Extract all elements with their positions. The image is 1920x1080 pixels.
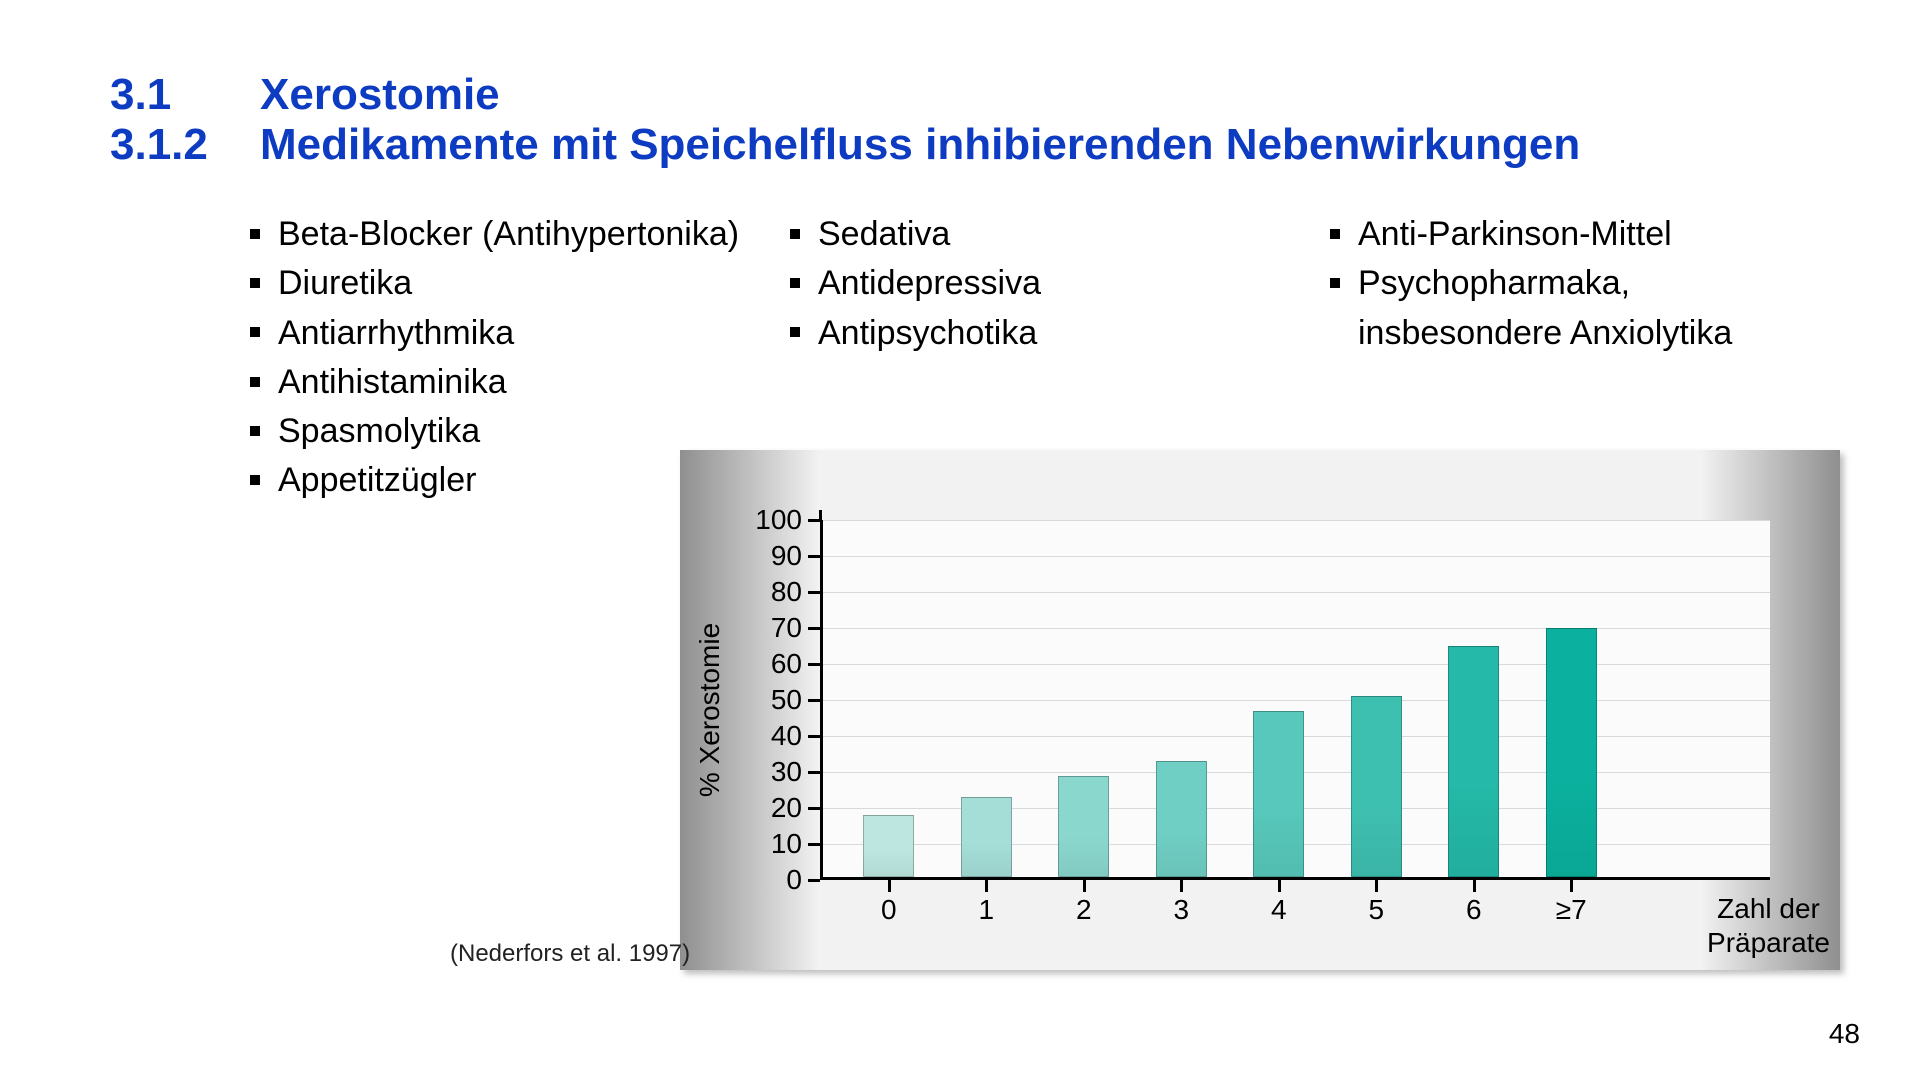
list-item: Antiarrhythmika: [250, 309, 750, 358]
chart-y-tick-label: 0: [786, 864, 802, 896]
chart-y-tick: [808, 555, 820, 558]
chart-y-tick: [808, 879, 820, 882]
list-item: Psychopharmaka, insbesondere Anxiolytika: [1330, 259, 1830, 358]
chart-x-tick-label: 1: [978, 894, 994, 926]
chart-gridline: [820, 700, 1770, 701]
heading-1-number: 3.1: [110, 70, 260, 120]
list-item: Appetitzügler: [250, 456, 750, 505]
chart-y-tick-label: 100: [755, 504, 802, 536]
chart-y-tick: [808, 843, 820, 846]
chart-gridline: [820, 556, 1770, 557]
chart-gridline: [820, 592, 1770, 593]
chart-y-tick: [808, 663, 820, 666]
chart-x-tick-label: ≥7: [1556, 894, 1587, 926]
slide: 3.1 Xerostomie 3.1.2 Medikamente mit Spe…: [0, 0, 1920, 1080]
chart-x-tick: [1375, 880, 1378, 892]
chart-bar: [1058, 776, 1109, 877]
citation: (Nederfors et al. 1997): [450, 940, 690, 968]
chart-y-tick-label: 60: [771, 648, 802, 680]
chart-x-tick: [985, 880, 988, 892]
chart-y-axis: [820, 520, 823, 880]
chart-x-tick: [888, 880, 891, 892]
chart-gridline: [820, 664, 1770, 665]
list-item: Sedativa: [790, 210, 1290, 259]
chart-x-tick-label: 4: [1271, 894, 1287, 926]
chart-x-tick: [1473, 880, 1476, 892]
chart-y-tick-label: 80: [771, 576, 802, 608]
chart-bar: [1546, 628, 1597, 877]
chart-x-tick: [1278, 880, 1281, 892]
list-item: Beta-Blocker (Antihypertonika): [250, 210, 750, 259]
chart-x-tick-label: 2: [1076, 894, 1092, 926]
chart-x-tick: [1570, 880, 1573, 892]
list-item: Diuretika: [250, 259, 750, 308]
xerostomie-chart: % Xerostomie 010203040506070809010001234…: [680, 450, 1840, 970]
list-item: Antidepressiva: [790, 259, 1290, 308]
chart-y-tick-label: 20: [771, 792, 802, 824]
chart-x-axis-label-line2: Präparate: [1707, 927, 1830, 958]
list-item: Antihistaminika: [250, 358, 750, 407]
heading-1-text: Xerostomie: [260, 70, 500, 120]
chart-gridline: [820, 520, 1770, 521]
chart-y-tick-label: 40: [771, 720, 802, 752]
list-item: Anti-Parkinson-Mittel: [1330, 210, 1830, 259]
chart-x-tick-label: 6: [1466, 894, 1482, 926]
chart-gridline: [820, 628, 1770, 629]
chart-bar: [1253, 711, 1304, 877]
chart-x-axis-label-line1: Zahl der: [1717, 893, 1820, 924]
heading-row-2: 3.1.2 Medikamente mit Speichelfluss inhi…: [110, 120, 1830, 170]
chart-x-axis: [820, 877, 1770, 880]
heading-2-number: 3.1.2: [110, 120, 260, 170]
chart-y-tick: [808, 699, 820, 702]
chart-y-tick: [808, 735, 820, 738]
chart-y-tick: [808, 591, 820, 594]
chart-y-tick-label: 50: [771, 684, 802, 716]
chart-x-tick-label: 5: [1368, 894, 1384, 926]
chart-y-tick-label: 10: [771, 828, 802, 860]
heading-row-1: 3.1 Xerostomie: [110, 70, 1830, 120]
chart-x-tick-label: 0: [881, 894, 897, 926]
chart-y-tick-label: 30: [771, 756, 802, 788]
chart-bar: [1351, 696, 1402, 877]
chart-bar: [1448, 646, 1499, 877]
chart-x-tick-label: 3: [1173, 894, 1189, 926]
chart-bar: [863, 815, 914, 877]
chart-y-axis-label: % Xerostomie: [694, 623, 726, 797]
chart-y-tick: [808, 807, 820, 810]
chart-y-tick: [808, 627, 820, 630]
list-item: Antipsychotika: [790, 309, 1290, 358]
chart-y-tick-label: 90: [771, 540, 802, 572]
chart-bar: [1156, 761, 1207, 877]
bullet-col-1: Beta-Blocker (Antihypertonika)DiuretikaA…: [250, 210, 750, 506]
chart-y-tick: [808, 771, 820, 774]
chart-x-tick: [1180, 880, 1183, 892]
chart-y-axis-cap: [819, 510, 822, 520]
chart-x-tick: [1083, 880, 1086, 892]
list-item: Spasmolytika: [250, 407, 750, 456]
chart-x-axis-label: Zahl der Präparate: [1707, 892, 1830, 959]
chart-plot-area: 01020304050607080901000123456≥7: [820, 520, 1770, 880]
heading-block: 3.1 Xerostomie 3.1.2 Medikamente mit Spe…: [110, 70, 1830, 170]
chart-bar: [961, 797, 1012, 877]
page-number: 48: [1829, 1018, 1860, 1050]
chart-y-tick-label: 70: [771, 612, 802, 644]
heading-2-text: Medikamente mit Speichelfluss inhibieren…: [260, 120, 1580, 170]
